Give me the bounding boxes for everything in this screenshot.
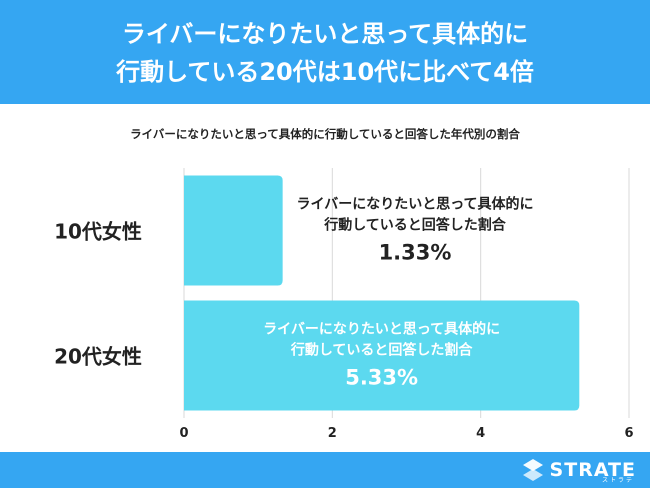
bar-label-line2: 行動していると回答した割合 [290,342,474,359]
bar-label-line1: ライバーになりたいと思って具体的に [296,196,533,213]
chart-subtitle: ライバーになりたいと思って具体的に行動していると回答した年代別の割合 [130,127,520,141]
strate-logo-icon [522,459,543,481]
title-line-2: 行動している20代は10代に比べて4倍 [116,58,534,86]
footer-bar: STRATE ストラテ [0,452,650,488]
category-label: 20代女性 [54,345,142,369]
strate-logo: STRATE ストラテ [522,457,636,484]
title-line-1: ライバーになりたいと思って具体的に [121,20,529,48]
x-tick-label: 2 [328,426,337,441]
bar-value-label: 1.33% [379,241,452,265]
title-banner: ライバーになりたいと思って具体的に 行動している20代は10代に比べて4倍 [0,0,650,104]
bar [184,300,580,411]
bar [184,175,283,286]
logo-text: STRATE [549,458,636,481]
x-tick-label: 0 [179,426,188,441]
category-label: 10代女性 [54,220,142,244]
logo-subtext: ストラテ [601,476,634,484]
bar-value-label: 5.33% [345,366,418,390]
bar-chart: 0 2 4 610代女性ライバーになりたいと思って具体的に行動していると回答した割合1… [54,168,634,441]
x-tick-label: 6 [624,426,633,441]
x-tick-label: 4 [476,426,485,441]
bar-label-line2: 行動していると回答した割合 [323,217,507,234]
bar-label-line1: ライバーになりたいと思って具体的に [263,321,500,338]
